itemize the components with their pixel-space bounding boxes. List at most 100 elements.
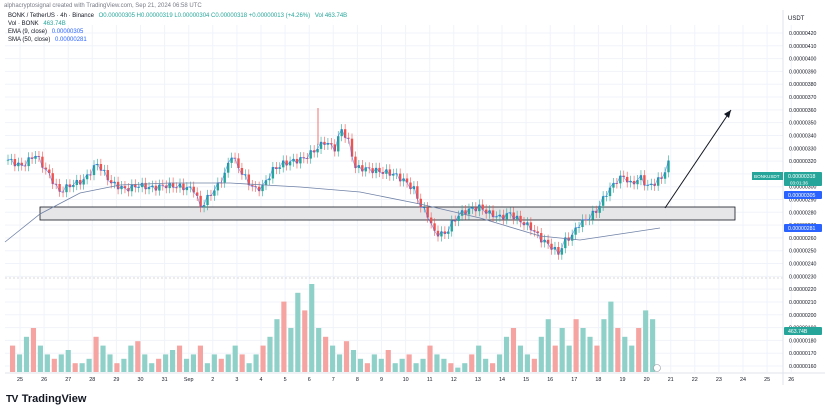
candle-body [591,210,594,220]
candle-body [457,215,460,222]
time-axis: 25 26 27 28 29 30 31 Sep 2 3 4 5 6 7 8 9 10 11 12 13 14 15 16 1… [5,372,825,383]
candle-body [68,184,72,188]
volume-bar [10,345,16,372]
candle-body [323,141,326,145]
candle-body [581,219,584,228]
volume-bar [197,345,203,372]
candle-body [85,174,89,180]
volume-bar [107,354,113,372]
volume-bar [100,345,106,372]
candle-body [206,195,209,206]
volume-bar [490,363,496,372]
x-tick-label: 20 [644,377,650,383]
x-tick-label: 4 [260,377,263,383]
legend-volume[interactable]: Vol · BONK 463.74B [8,21,66,27]
volume-bar [462,363,468,372]
candle-body [65,184,68,193]
candle-body [498,214,502,217]
candle-body [6,159,10,161]
candle-body [343,129,347,138]
price-tags: BONKUSDT 0.0000031803:01:360.000003050.00… [752,172,822,335]
y-tick-label: 0.00000290 [789,198,817,204]
candle-body [51,173,54,184]
candle-body [257,186,261,192]
volume-bar [288,328,294,372]
candle-body [519,215,522,223]
x-tick-label: 30 [138,377,144,383]
volume-bar [323,336,329,372]
candle-body [319,141,323,149]
volume-bar [357,358,364,372]
candle-body [601,196,605,206]
ohlc-volume: Vol 463.74B [314,13,348,19]
candle-body [92,165,96,176]
ema-line: EMA (9, close) [8,29,48,35]
y-tick-label: 0.00000160 [789,364,817,370]
candle-body [402,178,405,182]
x-tick-label: 10 [403,377,409,383]
candle-body [409,182,412,190]
volume-bar [476,345,482,372]
price-tag-symbol: BONKUSDT [754,174,780,179]
volume-bar [559,328,565,372]
candle-body [626,176,629,183]
candle-body [192,186,195,193]
candle-body [161,184,164,186]
candle-body [123,186,127,189]
volume-bar [149,363,155,372]
candle-body [247,174,250,186]
candle-body [398,173,402,182]
candle-body [127,188,130,192]
candle-body [230,157,233,163]
volume-bar [176,345,183,372]
volume-bar [190,354,197,372]
candle-body [460,210,464,216]
volume-bar [469,354,475,372]
candle-body [347,137,350,139]
volume-bar [30,328,37,372]
candle-body [171,182,175,188]
candle-body [110,180,113,184]
candle-body [436,230,440,237]
candle-body [405,178,409,183]
candle-body [588,219,591,221]
candle-body [550,243,553,250]
x-tick-label: 27 [65,377,71,383]
x-tick-label: 2 [211,377,214,383]
candle-body [82,179,85,185]
legend-ema[interactable]: EMA (9, close) 0.00000305 [8,29,83,35]
candle-body [660,177,663,179]
candle-body [471,207,474,209]
candle-body [543,239,546,243]
candle-body [268,178,271,181]
candle-body [467,208,471,215]
candle-body [412,186,416,190]
volume-bar [336,354,343,372]
candle-body [34,156,37,159]
candle-body [337,136,340,152]
volume-bar [496,354,503,372]
y-tick-label: 0.00000240 [789,262,817,268]
price-tag-value: 0.00000305 [788,193,816,199]
candle-body [426,207,429,218]
candle-body [526,222,529,226]
candle-body [374,167,378,174]
candle-body [491,210,495,217]
volume-bar [420,358,426,372]
candle-body [326,143,330,145]
x-tick-label: 25 [17,377,23,383]
candle-body [663,172,667,179]
legend-sma[interactable]: SMA (50, close) 0.00000281 [8,37,87,43]
candle-body [330,143,333,145]
candle-body [522,222,526,226]
price-tag-value: 0.00000318 [788,174,816,180]
volume-bar [142,354,148,372]
volume-bar [538,336,544,372]
candle-body [419,198,422,208]
candle-body [275,167,278,169]
volume-bar [51,358,57,372]
currency-label[interactable]: USDT [788,16,805,22]
candle-body [216,182,220,191]
volume-bar [23,336,30,372]
